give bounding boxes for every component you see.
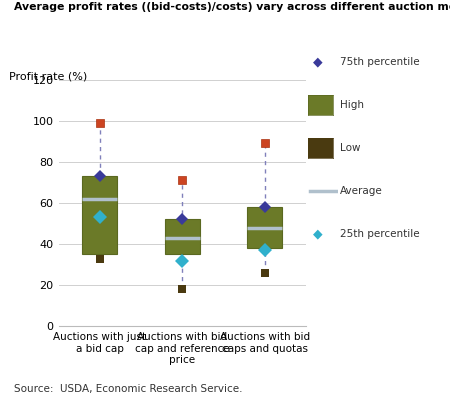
Text: Profit rate (%): Profit rate (%) <box>9 72 87 82</box>
Text: ◆: ◆ <box>313 227 322 240</box>
Bar <box>248 207 282 248</box>
Text: Source:  USDA, Economic Research Service.: Source: USDA, Economic Research Service. <box>14 384 242 394</box>
Text: Average: Average <box>340 185 382 196</box>
Bar <box>165 219 199 254</box>
Text: 75th percentile: 75th percentile <box>340 57 419 67</box>
Bar <box>82 176 117 254</box>
Text: High: High <box>340 100 364 110</box>
Text: 25th percentile: 25th percentile <box>340 228 419 239</box>
Text: Low: Low <box>340 142 360 153</box>
Text: ◆: ◆ <box>313 55 322 68</box>
Text: Average profit rates ((bid-costs)/costs) vary across different auction mechanism: Average profit rates ((bid-costs)/costs)… <box>14 2 450 12</box>
